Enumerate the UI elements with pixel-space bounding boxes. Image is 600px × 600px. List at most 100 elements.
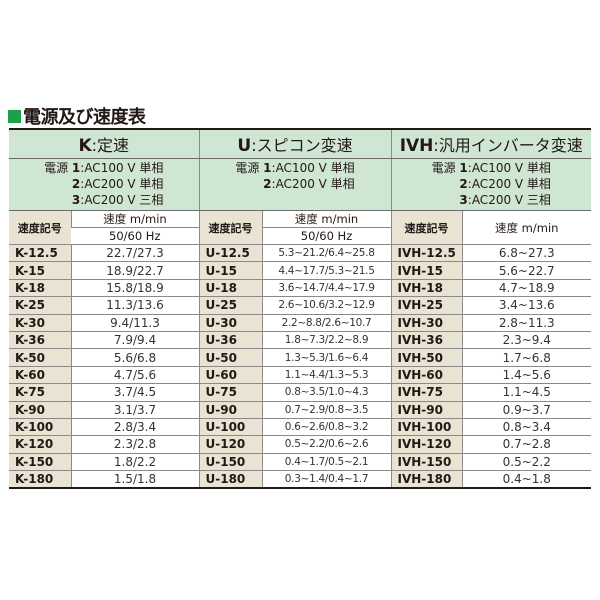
speed-value: 11.3/13.6 xyxy=(70,296,199,315)
code-header-ivh: 速度記号 xyxy=(390,210,462,245)
speed-header-u: 速度 m/min xyxy=(261,210,391,228)
freq-k: 50/60 Hz xyxy=(71,227,199,245)
speed-code: IVH-150 xyxy=(390,453,462,472)
speed-code: U-150 xyxy=(198,453,262,472)
speed-code: IVH-18 xyxy=(390,279,462,298)
speed-value: 1.8/2.2 xyxy=(70,453,199,472)
power-ivh: 電源 1:AC100 V 単相 2:AC200 V 単相 3:AC200 V 三… xyxy=(390,158,591,211)
speed-value: 2.6~10.6/3.2~12.9 xyxy=(261,296,391,315)
speed-code: K-36 xyxy=(9,331,71,350)
speed-code: IVH-36 xyxy=(390,331,462,350)
speed-value: 0.4~1.8 xyxy=(461,470,591,490)
speed-code: K-12.5 xyxy=(9,244,71,263)
table-row: K-30 9.4/11.3 U-30 2.2~8.8/2.6~10.7 IVH-30 2.… xyxy=(9,314,591,332)
speed-value: 0.7~2.9/0.8~3.5 xyxy=(261,401,391,419)
speed-code: U-75 xyxy=(198,383,262,402)
speed-code: IVH-30 xyxy=(390,314,462,332)
speed-code: U-18 xyxy=(198,279,262,298)
table-row: K-180 1.5/1.8 U-180 0.3~1.4/0.4~1.7 IVH-180 0… xyxy=(9,470,591,490)
speed-value: 1.8~7.3/2.2~8.9 xyxy=(261,331,391,350)
speed-value: 1.1~4.5 xyxy=(461,383,591,402)
section-title: 電源及び速度表 xyxy=(8,103,146,129)
table-row: K-150 1.8/2.2 U-150 0.4~1.7/0.5~2.1 IVH-150 0… xyxy=(9,453,591,472)
speed-value: 0.9~3.7 xyxy=(461,401,591,419)
speed-value: 1.3~5.3/1.6~6.4 xyxy=(261,348,391,367)
speed-code: U-180 xyxy=(198,470,262,490)
speed-value: 3.1/3.7 xyxy=(70,401,199,419)
speed-code: K-100 xyxy=(9,418,71,437)
speed-value: 6.8~27.3 xyxy=(461,244,591,263)
table-row: K-15 18.9/22.7 U-15 4.4~17.7/5.3~21.5 IVH-15… xyxy=(9,261,591,280)
table-row: K-120 2.3/2.8 U-120 0.5~2.2/0.6~2.6 IVH-120 0… xyxy=(9,435,591,454)
speed-code: IVH-60 xyxy=(390,366,462,385)
speed-value: 7.9/9.4 xyxy=(70,331,199,350)
speed-value: 9.4/11.3 xyxy=(70,314,199,332)
speed-value: 18.9/22.7 xyxy=(70,261,199,280)
speed-code: IVH-25 xyxy=(390,296,462,315)
table-row: K-25 11.3/13.6 U-25 2.6~10.6/3.2~12.9 IVH-25… xyxy=(9,296,591,315)
code-header-k: 速度記号 xyxy=(9,210,71,245)
speed-value: 22.7/27.3 xyxy=(70,244,199,263)
header-ivh: IVH:汎用インバータ変速 xyxy=(390,128,591,159)
speed-value: 1.5/1.8 xyxy=(70,470,199,490)
speed-value: 0.3~1.4/0.4~1.7 xyxy=(261,470,391,490)
speed-code: K-60 xyxy=(9,366,71,385)
header-u: U:スピコン変速 xyxy=(198,128,391,159)
table-row: K-18 15.8/18.9 U-18 3.6~14.7/4.4~17.9 IVH-18… xyxy=(9,279,591,298)
freq-row: 50/60 Hz 50/60 Hz xyxy=(9,227,591,245)
power-row: 電源 1:AC100 V 単相 2:AC200 V 単相 3:AC200 V 三… xyxy=(9,158,591,211)
speed-value: 3.4~13.6 xyxy=(461,296,591,315)
speed-value: 0.5~2.2/0.6~2.6 xyxy=(261,435,391,454)
speed-value: 3.7/4.5 xyxy=(70,383,199,402)
power-u: 電源 1:AC100 V 単相 2:AC200 V 単相 xyxy=(198,158,391,211)
speed-code: K-50 xyxy=(9,348,71,367)
speed-value: 0.6~2.6/0.8~3.2 xyxy=(261,418,391,437)
freq-u: 50/60 Hz xyxy=(261,227,391,245)
speed-value: 2.2~8.8/2.6~10.7 xyxy=(261,314,391,332)
speed-value: 0.8~3.4 xyxy=(461,418,591,437)
speed-code: IVH-12.5 xyxy=(390,244,462,263)
table-row: K-50 5.6/6.8 U-50 1.3~5.3/1.6~6.4 IVH-50 1.7~… xyxy=(9,348,591,367)
speed-value: 5.6~22.7 xyxy=(461,261,591,280)
speed-code: U-50 xyxy=(198,348,262,367)
speed-header-k: 速度 m/min xyxy=(70,210,199,228)
speed-value: 2.3~9.4 xyxy=(461,331,591,350)
speed-value: 3.6~14.7/4.4~17.9 xyxy=(261,279,391,298)
speed-code: U-30 xyxy=(198,314,262,332)
speed-value: 1.7~6.8 xyxy=(461,348,591,367)
speed-value: 2.8~11.3 xyxy=(461,314,591,332)
speed-code: U-36 xyxy=(198,331,262,350)
speed-code: IVH-75 xyxy=(390,383,462,402)
speed-value: 5.3~21.2/6.4~25.8 xyxy=(261,244,391,263)
speed-value: 0.8~3.5/1.0~4.3 xyxy=(261,383,391,402)
speed-value: 1.4~5.6 xyxy=(461,366,591,385)
code-header-u: 速度記号 xyxy=(198,210,262,245)
table-row: K-100 2.8/3.4 U-100 0.6~2.6/0.8~3.2 IVH-100 0… xyxy=(9,418,591,437)
speed-code: IVH-120 xyxy=(390,435,462,454)
header-k: K:定速 xyxy=(9,128,199,159)
speed-value: 0.5~2.2 xyxy=(461,453,591,472)
speed-value: 2.8/3.4 xyxy=(70,418,199,437)
title-text: 電源及び速度表 xyxy=(23,107,146,128)
speed-value: 0.4~1.7/0.5~2.1 xyxy=(261,453,391,472)
speed-value: 0.7~2.8 xyxy=(461,435,591,454)
speed-code: IVH-100 xyxy=(390,418,462,437)
speed-value: 2.3/2.8 xyxy=(70,435,199,454)
speed-header-ivh: 速度 m/min xyxy=(461,210,591,245)
table-row: K-12.5 22.7/27.3 U-12.5 5.3~21.2/6.4~25.8 IV… xyxy=(9,244,591,263)
table-row: K-60 4.7/5.6 U-60 1.1~4.4/1.3~5.3 IVH-60 1.4~… xyxy=(9,366,591,385)
speed-code: K-75 xyxy=(9,383,71,402)
speed-code: U-60 xyxy=(198,366,262,385)
type-header-row: K:定速 U:スピコン変速 IVH:汎用インバータ変速 xyxy=(9,128,591,159)
speed-code: U-120 xyxy=(198,435,262,454)
table-row: K-75 3.7/4.5 U-75 0.8~3.5/1.0~4.3 IVH-75 1.1~… xyxy=(9,383,591,402)
speed-code: U-90 xyxy=(198,401,262,419)
speed-code: U-15 xyxy=(198,261,262,280)
speed-code: K-15 xyxy=(9,261,71,280)
speed-code: U-25 xyxy=(198,296,262,315)
table-row: K-90 3.1/3.7 U-90 0.7~2.9/0.8~3.5 IVH-90 0.9~… xyxy=(9,401,591,419)
speed-value: 15.8/18.9 xyxy=(70,279,199,298)
speed-code: K-30 xyxy=(9,314,71,332)
green-square-icon xyxy=(8,109,21,123)
speed-code: U-12.5 xyxy=(198,244,262,263)
